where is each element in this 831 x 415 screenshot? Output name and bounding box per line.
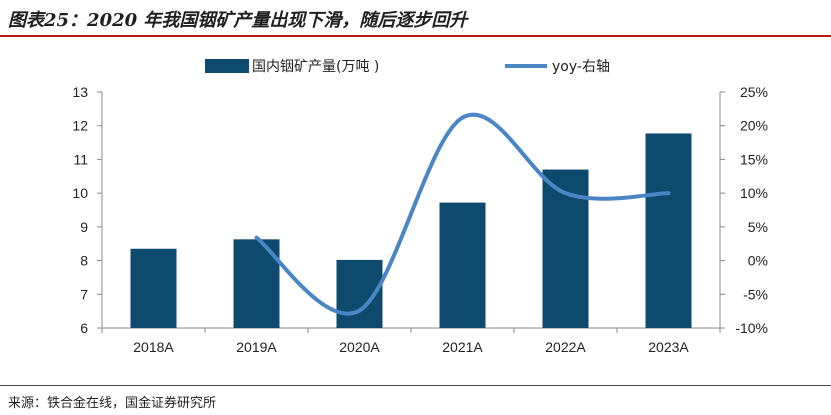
tick-labels: 6 7 8 9 10 11 12 13 -10% -5% 0% 5% 10% 15% 20% 25% 2018A… [72, 84, 768, 355]
bar-series [130, 133, 692, 328]
right-axis-tick-label: 10% [740, 185, 768, 201]
source-divider [0, 385, 831, 386]
right-axis-tick-label: 25% [740, 84, 768, 100]
left-axis-tick-label: 7 [80, 286, 88, 302]
x-axis-tick-label: 2019A [236, 339, 277, 355]
figure-title: 图表25：2020 年我国铟矿产量出现下滑，随后逐步回升 [8, 10, 468, 31]
figure-header: 图表25：2020 年我国铟矿产量出现下滑，随后逐步回升 [0, 0, 831, 37]
right-axis-tick-label: 20% [740, 118, 768, 134]
left-axis-tick-label: 13 [72, 84, 88, 100]
bar [645, 133, 692, 328]
right-axis-tick-label: 0% [748, 253, 768, 269]
source-note: 来源：铁合金在线，国金证券研究所 [8, 396, 217, 411]
bar [439, 202, 486, 328]
x-axis-tick-label: 2022A [545, 339, 586, 355]
chart-legend: 国内铟矿产量(万吨 ) yoy-右轴 [205, 59, 610, 75]
left-axis-tick-label: 12 [72, 118, 88, 134]
right-axis-tick-label: -10% [735, 320, 768, 336]
left-axis-tick-label: 11 [73, 151, 88, 167]
left-axis-tick-label: 8 [80, 253, 88, 269]
x-axis-tick-label: 2018A [133, 339, 174, 355]
left-axis-tick-label: 6 [80, 320, 88, 336]
right-axis-tick-label: 5% [748, 219, 768, 235]
right-axis-tick-label: 15% [740, 151, 768, 167]
chart-axes [97, 91, 725, 333]
left-axis-tick-label: 9 [80, 219, 88, 235]
left-axis-tick-label: 10 [72, 185, 88, 201]
right-axis-tick-label: -5% [743, 286, 768, 302]
yoy-line [254, 112, 671, 316]
title-underline [0, 35, 831, 37]
x-axis-tick-label: 2023A [648, 339, 689, 355]
bar [130, 248, 177, 328]
x-axis-tick-label: 2020A [339, 339, 380, 355]
legend-bar-label: 国内铟矿产量(万吨 ) [252, 59, 379, 75]
x-axis-tick-label: 2021A [442, 339, 483, 355]
legend-line-label: yoy-右轴 [552, 59, 610, 75]
line-series [254, 112, 671, 316]
legend-bar-swatch [205, 59, 249, 73]
